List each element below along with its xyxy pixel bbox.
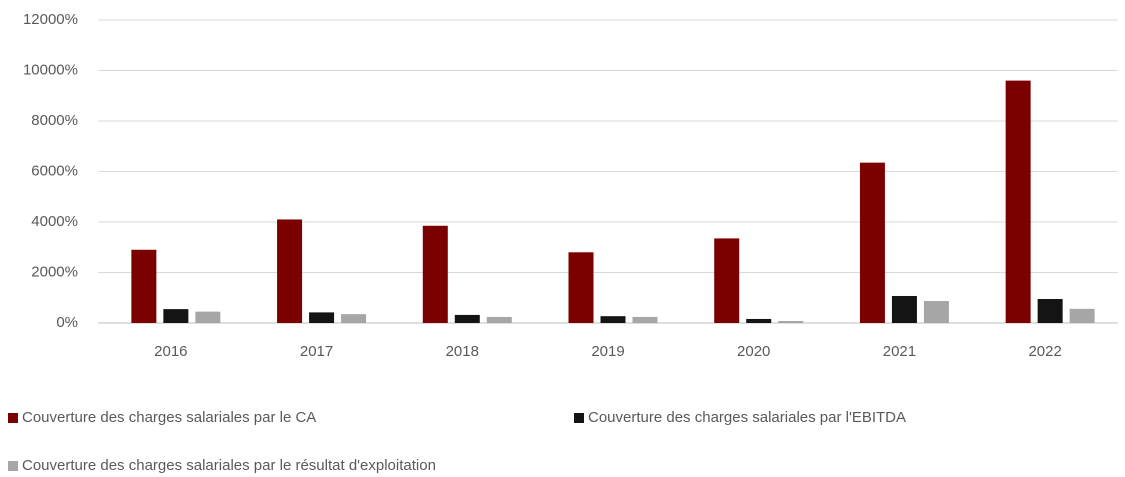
y-tick-label: 12000% [23,11,78,28]
bar [778,320,804,323]
y-tick-label: 2000% [31,263,78,280]
legend-label: Couverture des charges salariales par le… [22,457,436,474]
bar [714,238,740,323]
y-tick-label: 0% [56,314,78,331]
bar [341,314,367,323]
bar [859,162,885,323]
x-tick-label: 2017 [300,343,333,360]
bar [923,301,949,323]
bar [1037,299,1063,323]
bar [1069,308,1095,323]
bar [131,249,157,323]
legend-label: Couverture des charges salariales par l'… [588,409,906,426]
x-tick-label: 2022 [1028,343,1061,360]
legend-swatch [574,413,584,423]
bar [486,316,512,323]
legend-label: Couverture des charges salariales par le… [22,409,316,426]
bar [163,309,189,323]
bar [632,316,658,323]
bar [891,295,917,323]
y-tick-label: 6000% [31,162,78,179]
bar [309,312,335,323]
legend-swatch [8,461,18,471]
bar [746,318,772,323]
x-tick-label: 2019 [591,343,624,360]
y-tick-label: 8000% [31,112,78,129]
bar [1005,80,1031,323]
x-tick-label: 2021 [883,343,916,360]
bar [422,225,448,323]
y-tick-label: 10000% [23,61,78,78]
bar [195,311,221,323]
bar [600,316,626,323]
legend-swatch [8,413,18,423]
y-tick-label: 4000% [31,213,78,230]
x-tick-label: 2018 [446,343,479,360]
bar [454,314,480,323]
bar [277,219,303,323]
x-tick-label: 2016 [154,343,187,360]
x-tick-label: 2020 [737,343,770,360]
bar [568,252,594,323]
